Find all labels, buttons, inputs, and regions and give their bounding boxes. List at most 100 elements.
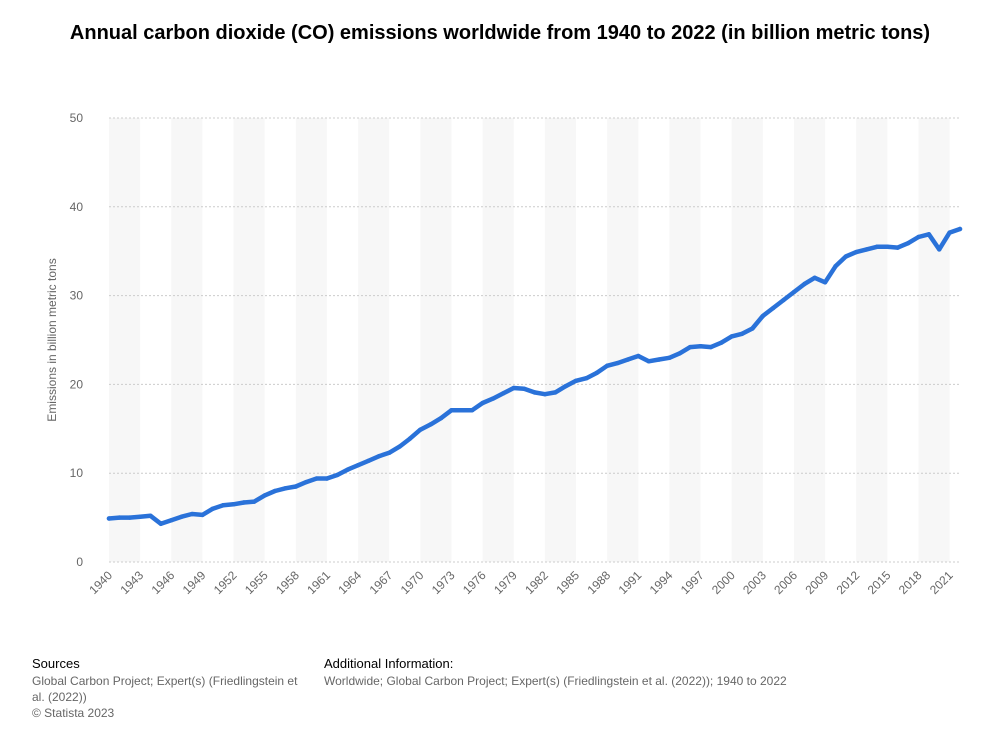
x-tick-label: 1943 xyxy=(117,568,146,597)
plot-band xyxy=(793,118,826,562)
data-point xyxy=(521,386,527,392)
x-tick-label: 1967 xyxy=(367,568,396,597)
series-points xyxy=(106,226,963,527)
x-tick-label: 2009 xyxy=(802,568,831,597)
plot-band xyxy=(109,118,141,562)
chart-title: Annual carbon dioxide (CO) emissions wor… xyxy=(69,22,931,44)
plot-band xyxy=(233,118,265,562)
data-point xyxy=(189,511,195,517)
data-point xyxy=(428,422,433,427)
data-point xyxy=(729,334,734,339)
data-point xyxy=(563,383,568,389)
data-point xyxy=(677,351,682,356)
x-tick-label: 1970 xyxy=(398,568,427,597)
data-point xyxy=(470,407,475,413)
y-tick-label: 10 xyxy=(70,466,84,480)
data-point xyxy=(366,458,371,463)
x-axis-ticks: 1940 1943 1946 1949 1952 1955 1958 1961 1964 1967… xyxy=(86,568,956,597)
data-point xyxy=(947,230,952,235)
data-point xyxy=(117,515,122,520)
data-point xyxy=(739,331,745,336)
data-point xyxy=(127,515,132,520)
data-point xyxy=(314,476,319,481)
x-tick-label: 1973 xyxy=(429,568,458,597)
data-point xyxy=(781,297,786,303)
x-tick-label: 1997 xyxy=(678,568,707,597)
data-point xyxy=(293,484,299,489)
plot-band xyxy=(420,118,452,562)
y-tick-label: 20 xyxy=(70,377,84,391)
data-point xyxy=(646,359,651,364)
data-point xyxy=(252,499,257,504)
data-point xyxy=(812,275,817,281)
data-point xyxy=(262,493,267,498)
data-point xyxy=(854,249,859,255)
y-tick-label: 40 xyxy=(70,200,84,214)
plot-background-bands xyxy=(109,118,950,562)
y-tick-label: 50 xyxy=(70,111,84,125)
data-point xyxy=(573,378,579,384)
data-point xyxy=(791,289,797,295)
sources-text: Global Carbon Project; Expert(s) (Friedl… xyxy=(32,674,298,704)
data-point xyxy=(272,488,278,494)
plot-band xyxy=(669,118,701,562)
data-point xyxy=(511,385,516,391)
data-point xyxy=(708,344,714,350)
x-tick-label: 1988 xyxy=(584,568,613,597)
data-point xyxy=(148,513,153,519)
x-tick-label: 2012 xyxy=(834,568,863,597)
x-tick-label: 1949 xyxy=(180,568,209,597)
y-tick-label: 30 xyxy=(70,289,84,303)
x-tick-label: 1958 xyxy=(273,568,302,597)
x-tick-label: 2021 xyxy=(927,568,956,597)
data-point xyxy=(449,407,454,413)
data-point xyxy=(501,391,506,396)
plot-band xyxy=(731,118,763,562)
x-tick-label: 1940 xyxy=(86,568,115,597)
data-point xyxy=(833,264,838,269)
data-point xyxy=(957,226,963,232)
data-point xyxy=(895,245,900,250)
x-tick-label: 1979 xyxy=(491,568,520,597)
data-point xyxy=(822,280,828,285)
copyright-text: © Statista 2023 xyxy=(32,706,115,720)
x-tick-label: 1991 xyxy=(616,568,645,597)
data-point xyxy=(770,305,776,311)
data-point xyxy=(594,370,599,376)
plot-band xyxy=(295,118,327,562)
data-point xyxy=(169,518,174,523)
x-tick-label: 2003 xyxy=(740,568,769,597)
y-tick-label: 0 xyxy=(76,555,83,569)
data-point xyxy=(324,476,330,481)
data-point xyxy=(355,463,361,468)
data-point xyxy=(387,450,392,455)
data-point xyxy=(584,375,589,381)
y-axis-ticks: 0 10 20 30 40 50 xyxy=(70,111,84,569)
data-point xyxy=(636,353,641,359)
data-point xyxy=(158,521,164,527)
plot-band xyxy=(607,118,639,562)
data-point xyxy=(459,407,465,413)
x-tick-label: 2018 xyxy=(896,568,925,597)
data-point xyxy=(750,326,755,331)
x-tick-label: 2000 xyxy=(709,568,738,597)
x-tick-label: 1994 xyxy=(647,568,676,597)
data-point xyxy=(303,479,309,485)
x-tick-label: 1964 xyxy=(335,568,364,597)
data-point xyxy=(532,390,537,395)
data-point xyxy=(106,516,112,521)
sources-block: Sources Global Carbon Project; Expert(s)… xyxy=(32,656,312,721)
additional-info-label: Additional Information: xyxy=(324,656,454,671)
x-tick-label: 1961 xyxy=(304,568,333,597)
data-point xyxy=(802,281,807,287)
x-tick-label: 1952 xyxy=(211,568,240,597)
plot-band xyxy=(482,118,514,562)
data-point xyxy=(874,244,880,249)
plot-band xyxy=(544,118,577,562)
data-point xyxy=(604,363,610,368)
data-point xyxy=(843,254,849,259)
x-tick-label: 1946 xyxy=(149,568,178,597)
y-axis-label: Emissions in billion metric tons xyxy=(45,258,59,421)
data-point xyxy=(438,415,444,421)
data-point xyxy=(335,472,340,478)
